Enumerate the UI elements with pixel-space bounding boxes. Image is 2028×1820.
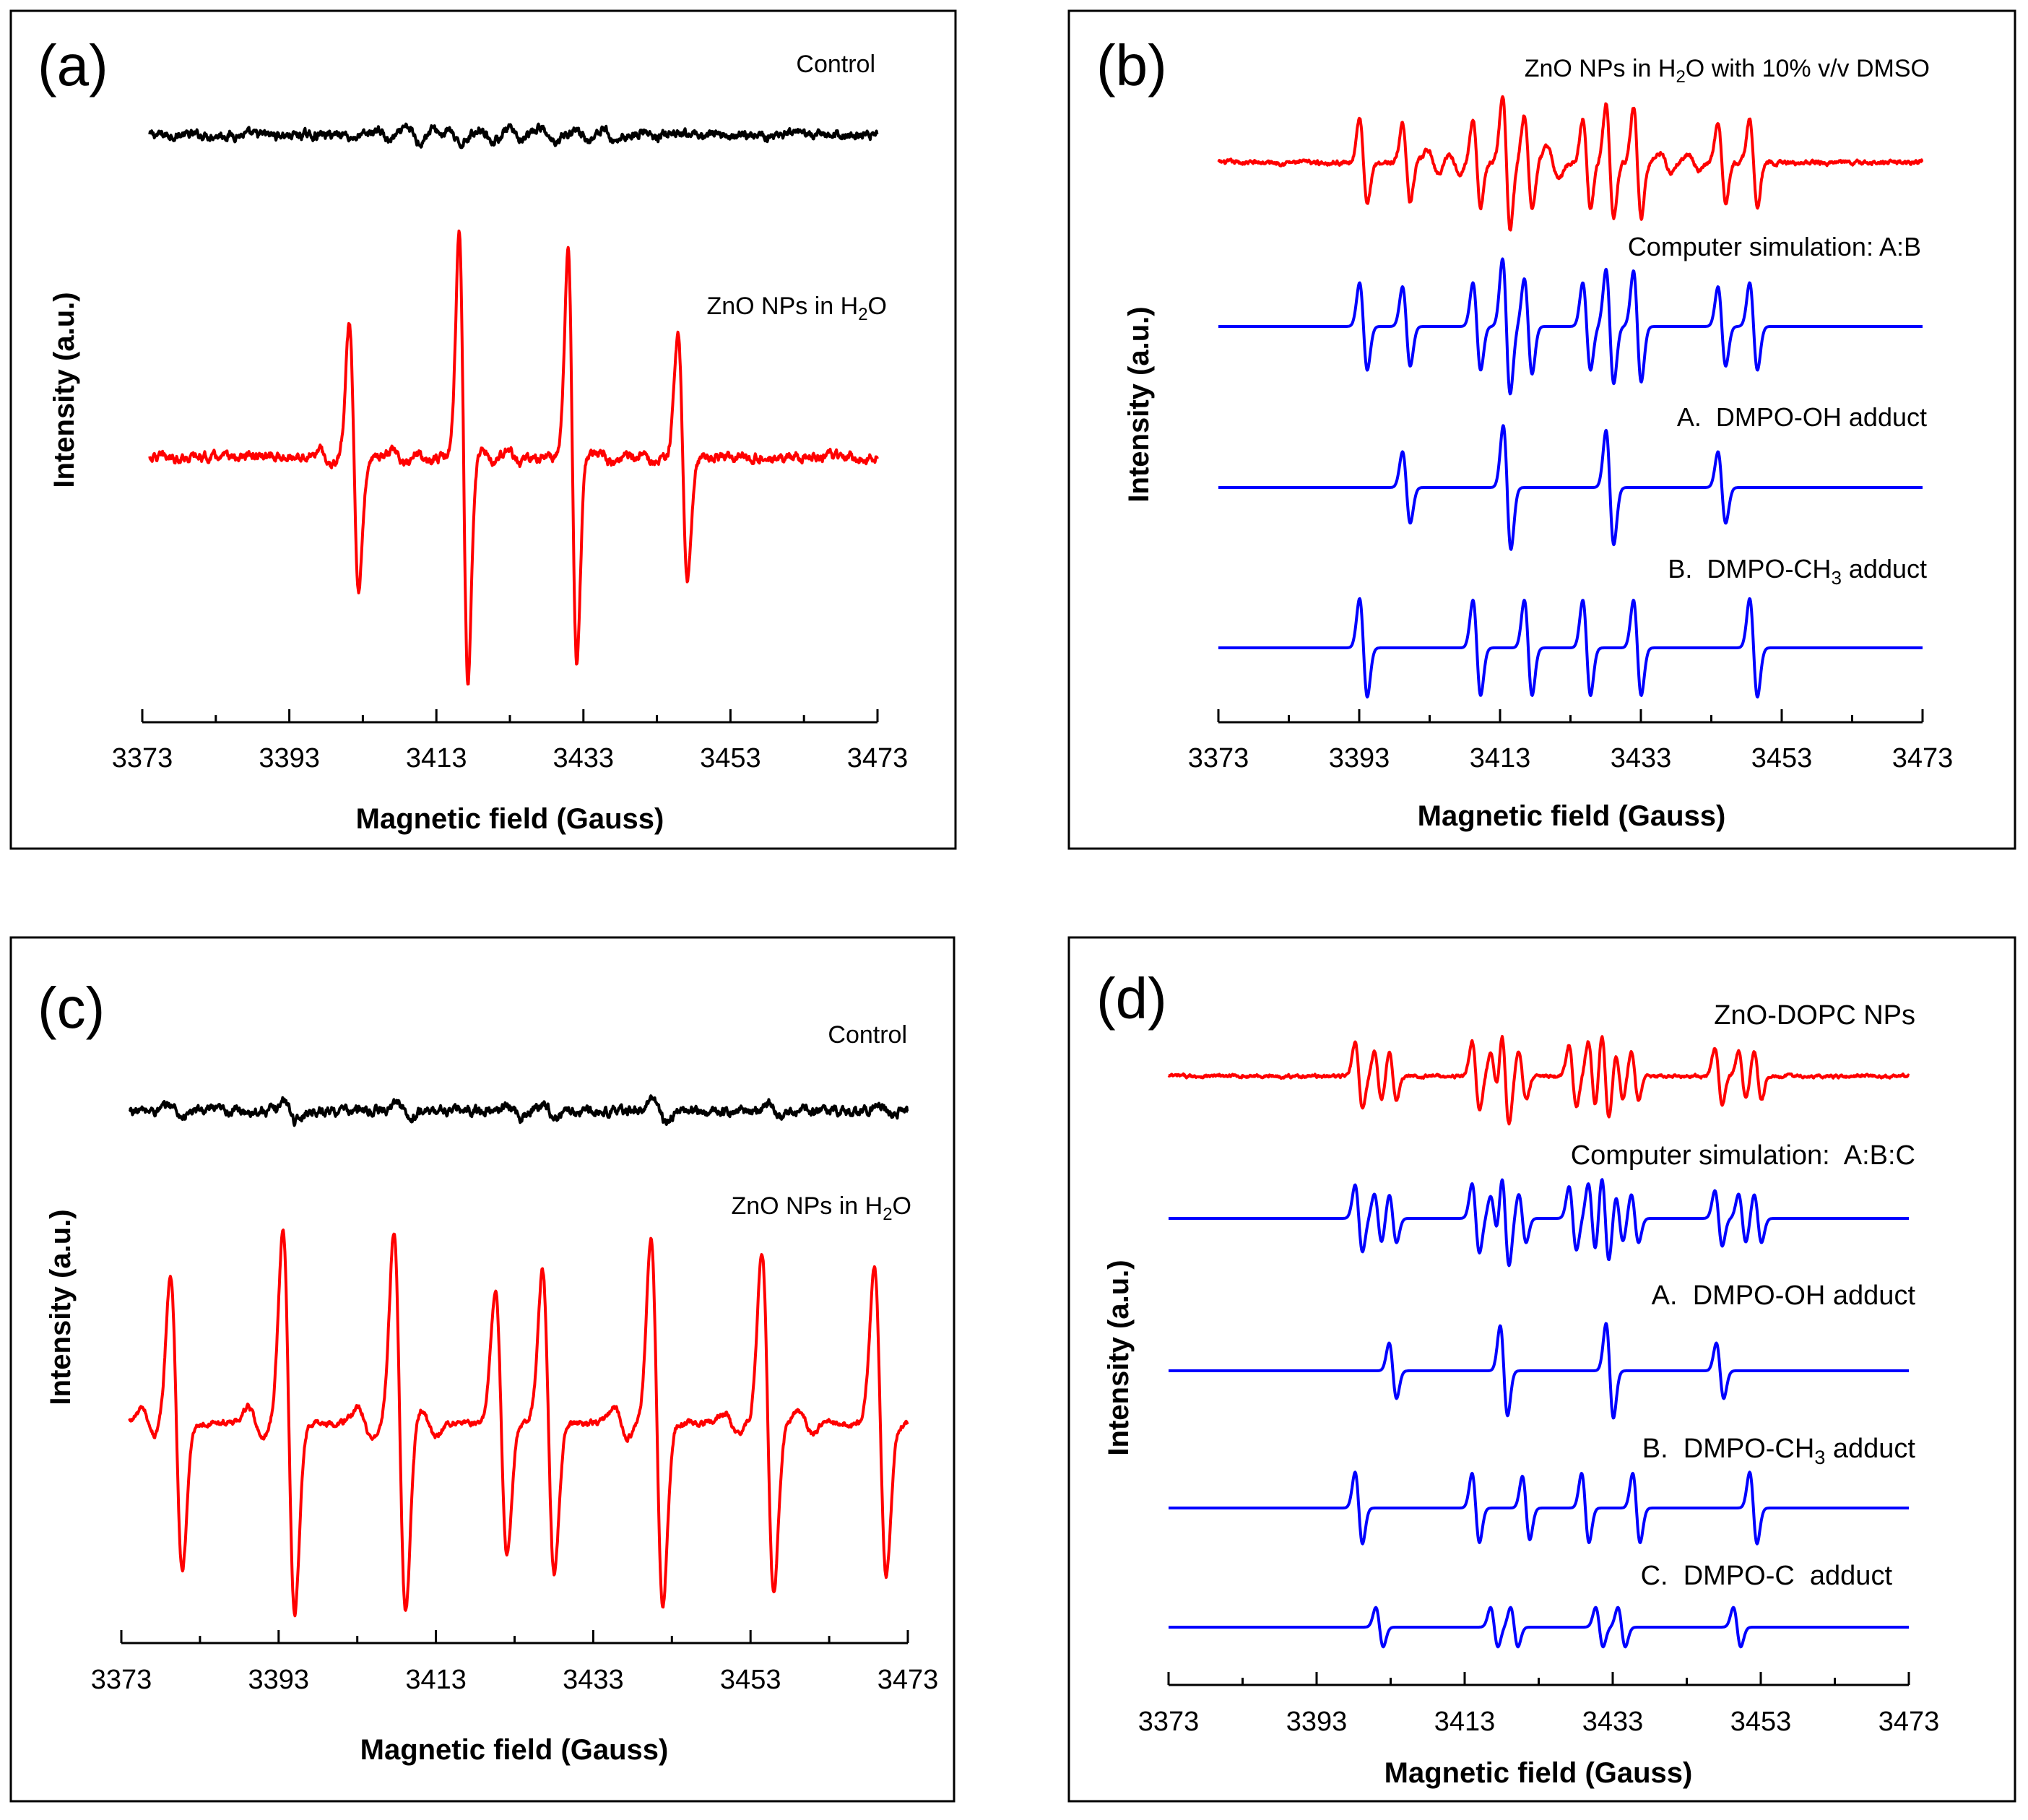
panel-c-x-tick-label: 3453 bbox=[720, 1665, 781, 1695]
panel-b-x-tick-label: 3393 bbox=[1329, 743, 1390, 774]
panel-c-x-tick-label: 3373 bbox=[91, 1665, 152, 1695]
panel-d-x-tick-label: 3393 bbox=[1286, 1707, 1348, 1737]
panel-d-label-experimental: ZnO-DOPC NPs bbox=[1714, 1000, 1915, 1031]
panel-b-x-tick-label: 3453 bbox=[1751, 743, 1813, 774]
panel-b-frame bbox=[1067, 9, 2016, 850]
panel-d: (d) ZnO-DOPC NPs Computer simulation: A:… bbox=[1067, 936, 2016, 1803]
panel-c-x-tick-label: 3413 bbox=[405, 1665, 467, 1695]
panel-a-x-tick-label: 3413 bbox=[406, 743, 467, 774]
panel-d-label-dmpo-c: C. DMPO-C adduct bbox=[1641, 1561, 1893, 1591]
panel-b-label-simulation: Computer simulation: A:B bbox=[1628, 232, 1921, 261]
panel-b-x-tick-label: 3373 bbox=[1188, 743, 1249, 774]
panel-b-spectrum-dmpo-oh: A. DMPO-OH adduct bbox=[1217, 402, 1927, 551]
panel-d-x-axis-title: Magnetic field (Gauss) bbox=[1384, 1757, 1693, 1789]
panel-d-trace-dmpo-oh bbox=[1167, 1322, 1910, 1420]
panel-d-label-dmpo-ch3: B. DMPO-CH3 adduct bbox=[1642, 1434, 1916, 1468]
panel-b-trace-dmpo-ch3 bbox=[1217, 597, 1924, 699]
panel-a-label-control: Control bbox=[796, 51, 875, 78]
panel-c-label-zno: ZnO NPs in H2O bbox=[731, 1192, 911, 1224]
panel-a-spectrum-zno: ZnO NPs in H2O bbox=[148, 229, 887, 686]
panel-c-trace-zno bbox=[128, 1228, 909, 1618]
panel-d-label-simulation: Computer simulation: A:B:C bbox=[1571, 1140, 1915, 1171]
panel-d-x-tick-label: 3373 bbox=[1138, 1707, 1200, 1737]
panel-c-label: (c) bbox=[38, 976, 105, 1040]
panel-c-frame bbox=[9, 936, 956, 1803]
panel-a-frame bbox=[9, 9, 957, 850]
panel-d-trace-dmpo-ch3 bbox=[1167, 1470, 1910, 1546]
panel-d-y-axis-title: Intensity (a.u.) bbox=[1103, 1260, 1135, 1455]
panel-c-x-axis-title: Magnetic field (Gauss) bbox=[360, 1734, 669, 1766]
panel-a-y-axis-title: Intensity (a.u.) bbox=[48, 292, 80, 488]
panel-a-label: (a) bbox=[38, 33, 108, 98]
panel-b: (b) ZnO NPs in H2O with 10% v/v DMSO Com… bbox=[1067, 9, 2016, 850]
panel-d-x-tick-label: 3413 bbox=[1434, 1707, 1496, 1737]
panel-c-y-axis-title: Intensity (a.u.) bbox=[45, 1209, 77, 1405]
panel-c-x-axis: 3373 3393 3413 3433 3453 3473 Magnetic field … bbox=[91, 1630, 939, 1766]
panel-a-x-tick-label: 3473 bbox=[847, 743, 909, 774]
panel-a-x-tick-label: 3393 bbox=[259, 743, 320, 774]
panel-c-spectrum-zno: ZnO NPs in H2O bbox=[128, 1192, 911, 1618]
panel-a-x-tick-label: 3433 bbox=[553, 743, 615, 774]
panel-a: (a) Control ZnO NPs in H2O 3373 3393 3413 3… bbox=[9, 9, 957, 850]
panel-b-label-dmpo-oh: A. DMPO-OH adduct bbox=[1677, 402, 1927, 432]
panel-c: (c) Control ZnO NPs in H2O 3373 3393 3413 3… bbox=[9, 936, 956, 1803]
panel-b-label-experimental: ZnO NPs in H2O with 10% v/v DMSO bbox=[1525, 55, 1930, 87]
panel-b-x-axis: 3373 3393 3413 3433 3453 3473 Magnetic field … bbox=[1188, 709, 1954, 832]
panel-d-x-tick-label: 3453 bbox=[1730, 1707, 1792, 1737]
panel-d-frame bbox=[1067, 936, 2016, 1803]
panel-b-label: (b) bbox=[1096, 33, 1167, 98]
panel-a-x-axis: 3373 3393 3413 3433 3453 3473 Magnetic field … bbox=[112, 709, 909, 835]
panel-d-spectrum-experimental: ZnO-DOPC NPs bbox=[1167, 1000, 1915, 1126]
panel-d-x-axis: 3373 3393 3413 3433 3453 3473 Magnetic field … bbox=[1138, 1672, 1940, 1789]
panel-c-x-tick-label: 3433 bbox=[563, 1665, 624, 1695]
panel-b-trace-simulation bbox=[1217, 257, 1924, 396]
panel-b-trace-dmpo-oh bbox=[1217, 424, 1924, 551]
panel-b-spectrum-experimental: ZnO NPs in H2O with 10% v/v DMSO bbox=[1217, 55, 1930, 232]
panel-d-trace-dmpo-c bbox=[1167, 1606, 1910, 1649]
panel-a-spectrum-control: Control bbox=[148, 51, 879, 150]
panel-a-x-tick-label: 3453 bbox=[700, 743, 761, 774]
panel-a-x-tick-label: 3373 bbox=[112, 743, 173, 774]
panel-d-spectrum-dmpo-c: C. DMPO-C adduct bbox=[1167, 1561, 1910, 1649]
panel-c-trace-control bbox=[128, 1094, 909, 1127]
panel-b-x-tick-label: 3473 bbox=[1892, 743, 1954, 774]
panel-d-spectrum-simulation: Computer simulation: A:B:C bbox=[1167, 1140, 1915, 1268]
panel-d-x-tick-label: 3473 bbox=[1878, 1707, 1940, 1737]
panel-d-x-tick-label: 3433 bbox=[1582, 1707, 1644, 1737]
panel-c-label-control: Control bbox=[828, 1021, 907, 1049]
panel-d-label: (d) bbox=[1096, 966, 1167, 1031]
panel-a-x-axis-title: Magnetic field (Gauss) bbox=[356, 803, 664, 835]
panel-c-spectrum-control: Control bbox=[128, 1021, 909, 1127]
panel-a-trace-control bbox=[148, 122, 879, 150]
panel-b-x-tick-label: 3433 bbox=[1611, 743, 1672, 774]
panel-c-x-tick-label: 3393 bbox=[248, 1665, 310, 1695]
panel-a-label-zno: ZnO NPs in H2O bbox=[706, 292, 887, 324]
panel-b-x-tick-label: 3413 bbox=[1470, 743, 1531, 774]
panel-b-spectrum-simulation: Computer simulation: A:B bbox=[1217, 232, 1924, 396]
panel-d-trace-experimental bbox=[1167, 1035, 1910, 1126]
panel-b-trace-experimental bbox=[1217, 95, 1924, 232]
panel-d-trace-simulation bbox=[1167, 1178, 1910, 1268]
panel-d-spectrum-dmpo-oh: A. DMPO-OH adduct bbox=[1167, 1280, 1916, 1420]
panel-b-spectrum-dmpo-ch3: B. DMPO-CH3 adduct bbox=[1217, 554, 1927, 699]
panel-a-trace-zno bbox=[148, 229, 879, 686]
panel-b-label-dmpo-ch3: B. DMPO-CH3 adduct bbox=[1668, 554, 1927, 589]
panel-d-label-dmpo-oh: A. DMPO-OH adduct bbox=[1652, 1280, 1916, 1311]
panel-b-x-axis-title: Magnetic field (Gauss) bbox=[1418, 800, 1726, 832]
panel-b-y-axis-title: Intensity (a.u.) bbox=[1123, 306, 1155, 502]
panel-d-spectrum-dmpo-ch3: B. DMPO-CH3 adduct bbox=[1167, 1434, 1916, 1546]
panel-c-x-tick-label: 3473 bbox=[878, 1665, 939, 1695]
